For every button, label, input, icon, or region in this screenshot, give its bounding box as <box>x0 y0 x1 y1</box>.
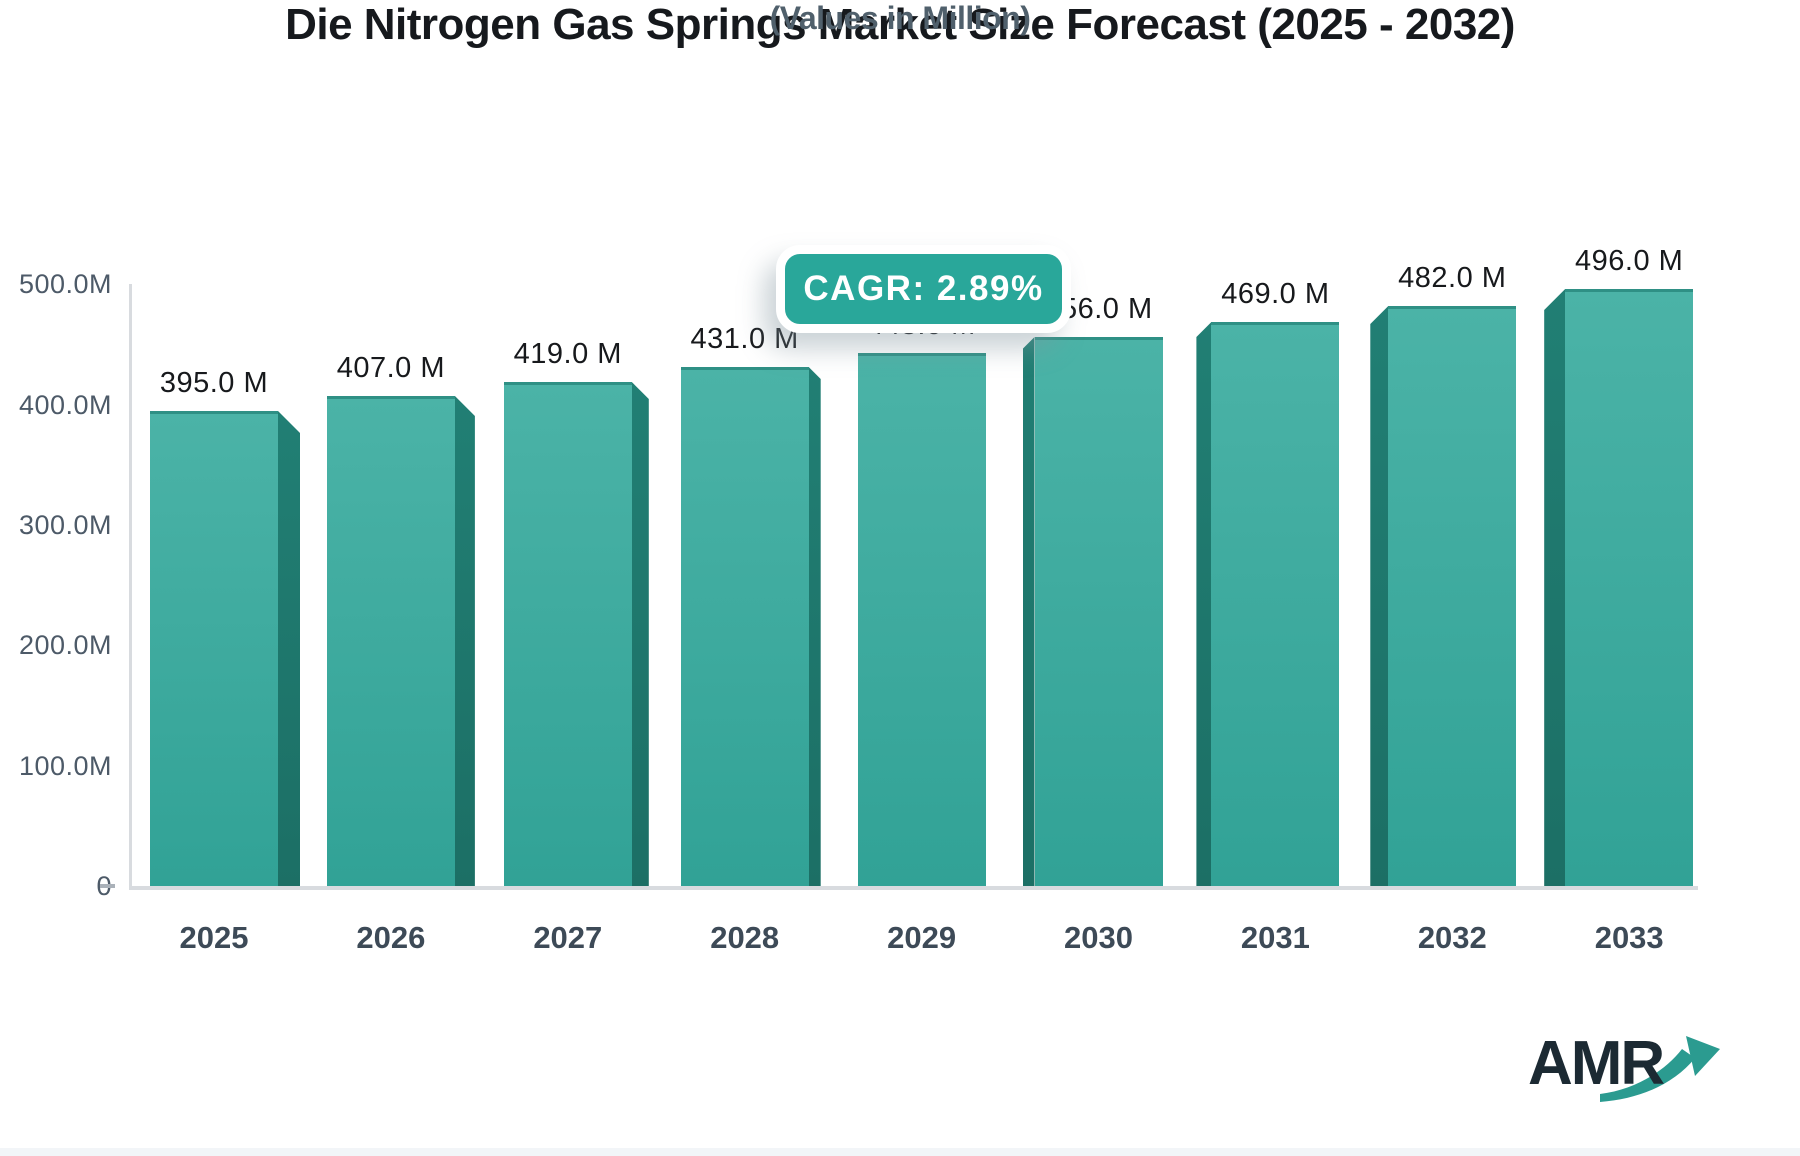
bottom-edge-strip <box>0 1148 1800 1156</box>
x-axis-line <box>129 886 1698 890</box>
bar-value-label-2032: 482.0 M <box>1398 262 1507 294</box>
trending-up-arrow-icon <box>1600 1036 1720 1102</box>
bar-3d-side-2027 <box>631 382 649 886</box>
bar-3d-side-2028 <box>808 367 821 886</box>
x-axis-label-2027: 2027 <box>533 920 603 955</box>
x-axis-label-2032: 2032 <box>1417 920 1487 955</box>
x-axis-label-2026: 2026 <box>356 920 426 955</box>
bar-3d-side-2026 <box>454 396 475 886</box>
y-tick-label-500: 500.0M <box>18 269 112 300</box>
y-tick-label-200: 200.0M <box>18 630 112 661</box>
bar-3d-side-2031 <box>1196 322 1212 886</box>
y-tick-label-400: 400.0M <box>18 389 112 420</box>
bar-3d-side-2025 <box>278 411 300 886</box>
amr-logo: AMR <box>1528 1028 1720 1112</box>
chart-subtitle: (Values in Million) <box>769 0 1031 36</box>
bar-face-2027[interactable] <box>503 382 632 886</box>
bar-face-2032[interactable] <box>1388 306 1517 886</box>
bar-value-label-2028: 431.0 M <box>690 323 799 355</box>
bar-face-2025[interactable] <box>150 411 278 886</box>
x-axis-label-2033: 2033 <box>1594 920 1664 955</box>
bar-value-label-2027: 419.0 M <box>513 338 622 370</box>
cagr-badge-label: CAGR: 2.89% <box>803 269 1044 308</box>
bar-value-label-2026: 407.0 M <box>336 352 446 384</box>
x-axis-label-2030: 2030 <box>1064 920 1133 955</box>
cagr-badge: CAGR: 2.89% <box>776 245 1071 333</box>
bar-face-2026[interactable] <box>326 396 455 886</box>
chart-title: Die Nitrogen Gas Springs Market Size For… <box>285 0 1515 49</box>
bar-value-label-2033: 496.0 M <box>1575 245 1684 277</box>
amr-logo-text: AMR <box>1528 1029 1665 1098</box>
bar-3d-side-2030 <box>1022 337 1035 886</box>
bar-face-2031[interactable] <box>1211 322 1340 886</box>
bar-face-2029[interactable] <box>857 353 986 886</box>
bar-3d-side-2033 <box>1544 289 1566 886</box>
y-axis-line <box>129 284 132 886</box>
bar-face-2033[interactable] <box>1565 289 1694 886</box>
bar-value-label-2025: 395.0 M <box>159 367 269 399</box>
x-axis-label-2029: 2029 <box>887 920 957 955</box>
bar-value-label-2031: 469.0 M <box>1221 278 1330 310</box>
bar-3d-side-2032 <box>1370 306 1389 886</box>
x-axis-label-2025: 2025 <box>179 920 249 955</box>
bar-face-2030[interactable] <box>1034 337 1163 886</box>
bar-face-2028[interactable] <box>680 367 809 886</box>
y-tick-label-300: 300.0M <box>18 509 112 540</box>
zero-tick-mark <box>100 884 115 888</box>
x-axis-label-2031: 2031 <box>1240 920 1310 955</box>
y-tick-label-0: 0 <box>0 870 112 902</box>
y-tick-label-100: 100.0M <box>18 750 112 781</box>
x-axis-label-2028: 2028 <box>710 920 780 955</box>
